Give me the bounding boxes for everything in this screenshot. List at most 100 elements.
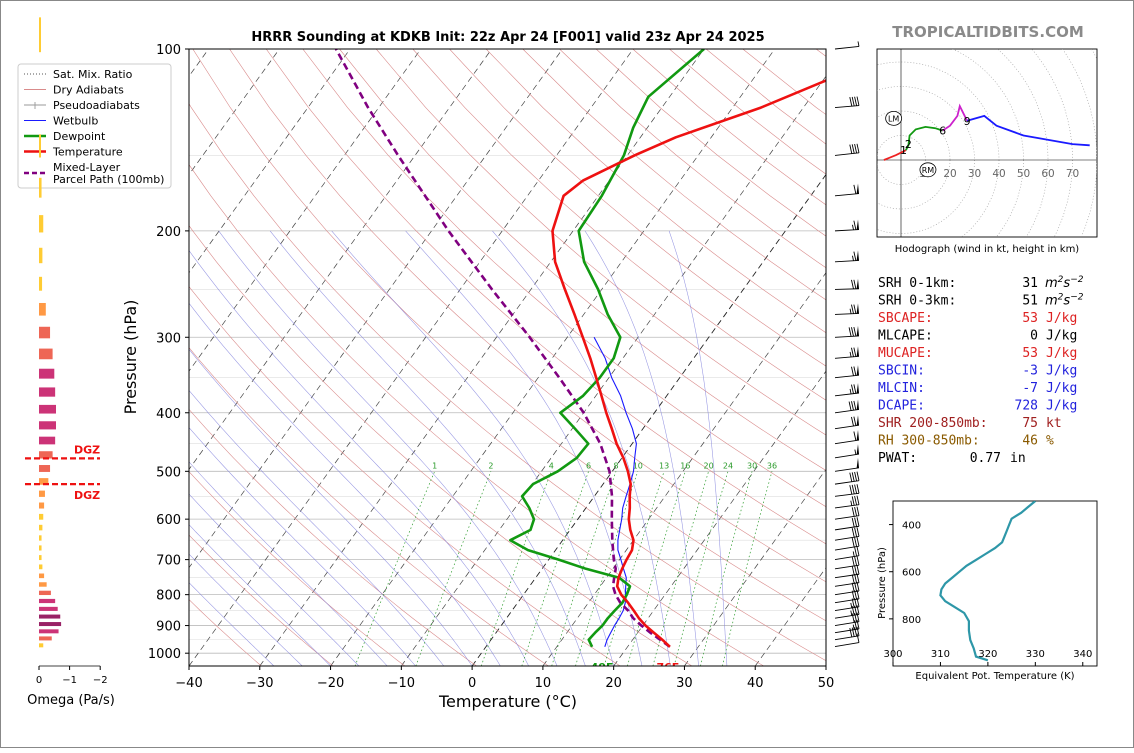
hodograph-ring-label: 60 (1041, 168, 1054, 180)
wind-barb-full (852, 97, 854, 106)
y-tick-label: 900 (156, 620, 181, 635)
wind-barb (835, 547, 859, 560)
wind-barb-flag (857, 430, 859, 440)
wind-barb-full (857, 97, 859, 106)
wind-barb-full (854, 417, 856, 426)
wind-barb-flag (857, 250, 859, 260)
theta-e-x-tick-label: 320 (978, 649, 997, 660)
index-unit: % (1046, 434, 1054, 449)
index-unit: in (1010, 451, 1026, 466)
omega-bar (39, 622, 61, 626)
x-tick-label: 40 (747, 676, 764, 691)
wind-barb (835, 496, 859, 508)
wind-barb-half (853, 551, 854, 556)
legend-label: Parcel Path (100mb) (53, 173, 164, 186)
wind-barb-full (855, 574, 857, 583)
wind-barb-half (858, 41, 859, 46)
theta-e-y-axis-label: Pressure (hPa) (877, 547, 888, 619)
wind-barb-full (857, 527, 859, 536)
wind-barb-shaft (835, 106, 859, 108)
wind-barb-full (857, 472, 859, 481)
omega-bar (39, 465, 50, 472)
omega-bar (39, 303, 46, 316)
wind-barb-full (854, 432, 856, 441)
wind-barb-shaft (835, 643, 859, 647)
wind-barb-shaft (835, 636, 859, 640)
wind-barb-shaft (835, 454, 859, 458)
index-label: DCAPE: (878, 399, 925, 414)
mixing-ratio-label: 2 (488, 461, 493, 470)
mixing-ratio-label: 1 (432, 461, 437, 470)
brand-watermark: TROPICALTIDBITS.COM (892, 23, 1084, 41)
wind-barb-full (854, 221, 856, 230)
wind-barb (835, 220, 859, 231)
hodograph-height-label: 2 (905, 138, 912, 151)
legend-label: Wetbulb (53, 115, 98, 128)
wind-barb-full (850, 145, 852, 154)
wind-barb-full (855, 496, 857, 505)
wind-barb-shaft (835, 194, 859, 196)
moist-adiabat-line (270, 231, 585, 666)
wind-barb-full (852, 583, 854, 592)
isotherm-line (189, 49, 633, 666)
omega-tick-label: −2 (93, 675, 108, 686)
wind-barb (835, 365, 859, 378)
wind-barb-shaft (835, 425, 859, 428)
hodograph-ring-label: 40 (992, 168, 1005, 180)
omega-bar (39, 545, 42, 550)
wind-barb-half (852, 256, 853, 261)
omega-bar (39, 405, 56, 414)
wind-barb-full (857, 582, 859, 591)
wind-barb (835, 250, 859, 261)
wind-barb-full (855, 518, 857, 527)
index-label: SRH 0-1km: (878, 276, 956, 291)
index-label: SBCIN: (878, 364, 925, 379)
wind-barb-full (854, 384, 856, 393)
wind-barb-shaft (835, 481, 859, 484)
wind-barb-full (850, 485, 852, 494)
wind-barb-shaft (835, 46, 859, 49)
wind-barb (835, 383, 859, 396)
mixing-ratio-label: 8 (613, 461, 618, 470)
omega-tick-label: −1 (62, 675, 77, 686)
legend-label: Temperature (52, 146, 123, 159)
wind-barb-full (851, 305, 853, 314)
wind-barb-full (854, 185, 856, 194)
mixing-ratio-label: 6 (586, 461, 591, 470)
mixing-ratio-label: 30 (747, 461, 757, 470)
wind-barb (835, 144, 859, 156)
wind-barb-shaft (835, 153, 859, 156)
wind-barb-flag (857, 303, 859, 313)
omega-bar (39, 607, 58, 611)
storm-motion-label: LM (888, 114, 899, 123)
wind-barb-full (855, 557, 857, 566)
omega-bar (39, 599, 55, 603)
x-tick-label: 20 (605, 676, 622, 691)
y-axis-label: Pressure (hPa) (121, 300, 140, 415)
omega-bar (39, 555, 42, 560)
wind-barbs (835, 41, 859, 646)
index-value: 51 (1022, 294, 1038, 309)
wind-barb-full (855, 485, 857, 494)
wind-barb-full (852, 538, 854, 547)
theta-e-y-tick-label: 600 (902, 568, 921, 579)
wind-barb-shaft (835, 393, 859, 396)
surface-dewpoint-label: 49F (591, 661, 614, 674)
y-tick-label: 400 (156, 407, 181, 422)
wind-barb-flag (857, 184, 859, 194)
wind-barb-full (855, 97, 857, 106)
hodograph-height-label: 6 (939, 125, 946, 138)
wind-barb-full (857, 496, 859, 505)
wind-barb-half (851, 501, 852, 506)
moist-adiabat-line (332, 231, 614, 666)
wind-barb-shaft (835, 230, 859, 231)
wind-barb-full (852, 518, 854, 527)
theta-e-y-tick-label: 800 (902, 615, 921, 626)
index-unit-exp: −2 (1070, 275, 1084, 285)
y-tick-label: 100 (156, 43, 181, 58)
wind-barb-full (851, 280, 853, 289)
index-value: 53 (1022, 346, 1038, 361)
